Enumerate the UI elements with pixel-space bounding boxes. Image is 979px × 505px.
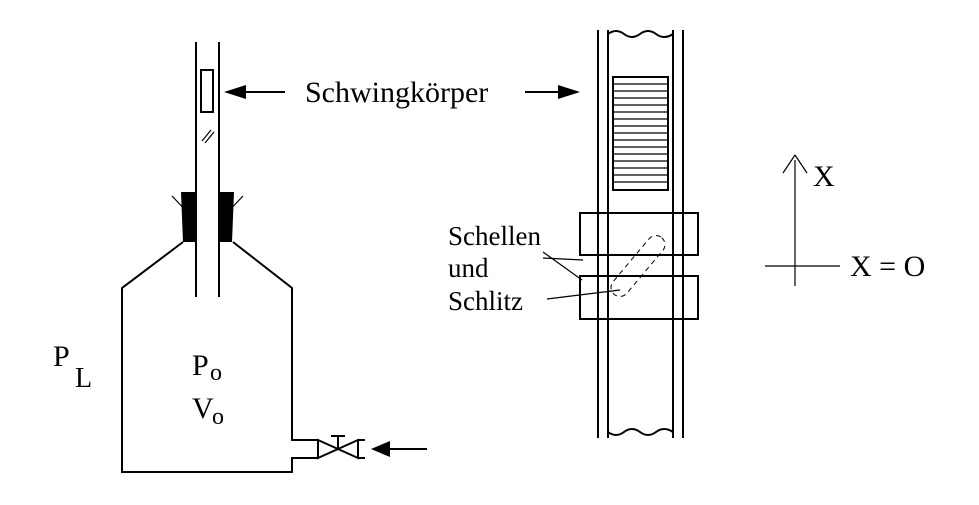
bottle-apparatus — [121, 42, 427, 473]
stopper — [219, 192, 234, 242]
label-pressure-inside: P o — [192, 349, 222, 386]
ribbed-oscillating-body — [612, 76, 669, 191]
label-slot: Schlitz — [448, 286, 523, 316]
clamp-upper — [579, 212, 699, 256]
oscillator-arrows — [224, 85, 580, 99]
label-oscillator: Schwingkörper — [305, 76, 488, 109]
stopper — [181, 192, 196, 242]
label-x-origin: X = O — [850, 250, 925, 283]
label-pressure-ambient: P L — [53, 340, 92, 394]
clamp-lower — [579, 275, 699, 320]
label-volume-inside: V o — [192, 392, 224, 430]
inlet-arrow — [371, 441, 427, 457]
coordinate-axis — [765, 154, 840, 286]
valve — [317, 435, 365, 460]
label-clamps: Schellen — [448, 221, 541, 251]
label-and: und — [448, 253, 489, 283]
oscillating-body — [200, 69, 214, 113]
bottle-body — [121, 241, 318, 473]
label-x-axis: X — [813, 160, 835, 193]
tube-detail — [542, 30, 699, 438]
slot — [610, 235, 666, 297]
